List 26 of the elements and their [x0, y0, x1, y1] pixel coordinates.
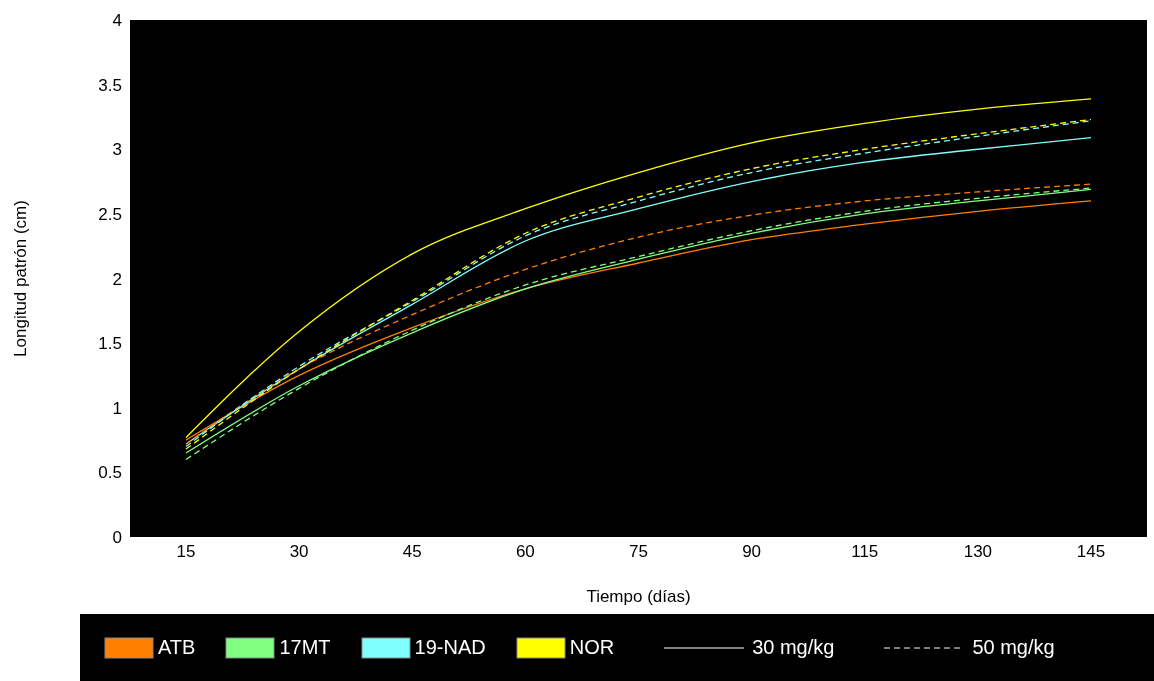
x-tick-label: 130 — [963, 542, 993, 562]
y-axis-title: Longitud patrón (cm) — [11, 200, 31, 357]
y-tick-label: 3.5 — [98, 75, 122, 95]
y-tick-label: 2.5 — [98, 204, 122, 224]
x-tick-label: 90 — [742, 542, 762, 562]
y-tick-label: 1.5 — [98, 334, 122, 354]
legend-label: NOR — [569, 636, 615, 659]
y-tick-label: 3 — [112, 140, 122, 160]
x-tick-label: 15 — [176, 542, 196, 562]
x-axis-title: Tiempo (días) — [586, 587, 691, 606]
x-tick-label: 45 — [402, 542, 422, 562]
text: 30 mg/kg — [752, 636, 835, 659]
y-tick-label: 2 — [112, 269, 122, 289]
x-tick-label: 145 — [1076, 542, 1106, 562]
y-tick-label: 4 — [112, 11, 122, 31]
y-tick-label: 0 — [112, 528, 122, 548]
x-tick-label: 60 — [515, 542, 535, 562]
y-tick-label: 1 — [112, 398, 122, 418]
legend-label: ATB — [158, 636, 196, 659]
legend-label: 19-NAD — [414, 636, 486, 659]
x-tick-label: 30 — [289, 542, 309, 562]
text: 50 mg/kg — [972, 636, 1055, 659]
legend-label: 17MT — [279, 636, 331, 659]
x-tick-label: 115 — [851, 542, 879, 562]
y-tick-label: 0.5 — [98, 463, 122, 483]
x-tick-label: 75 — [629, 542, 648, 562]
